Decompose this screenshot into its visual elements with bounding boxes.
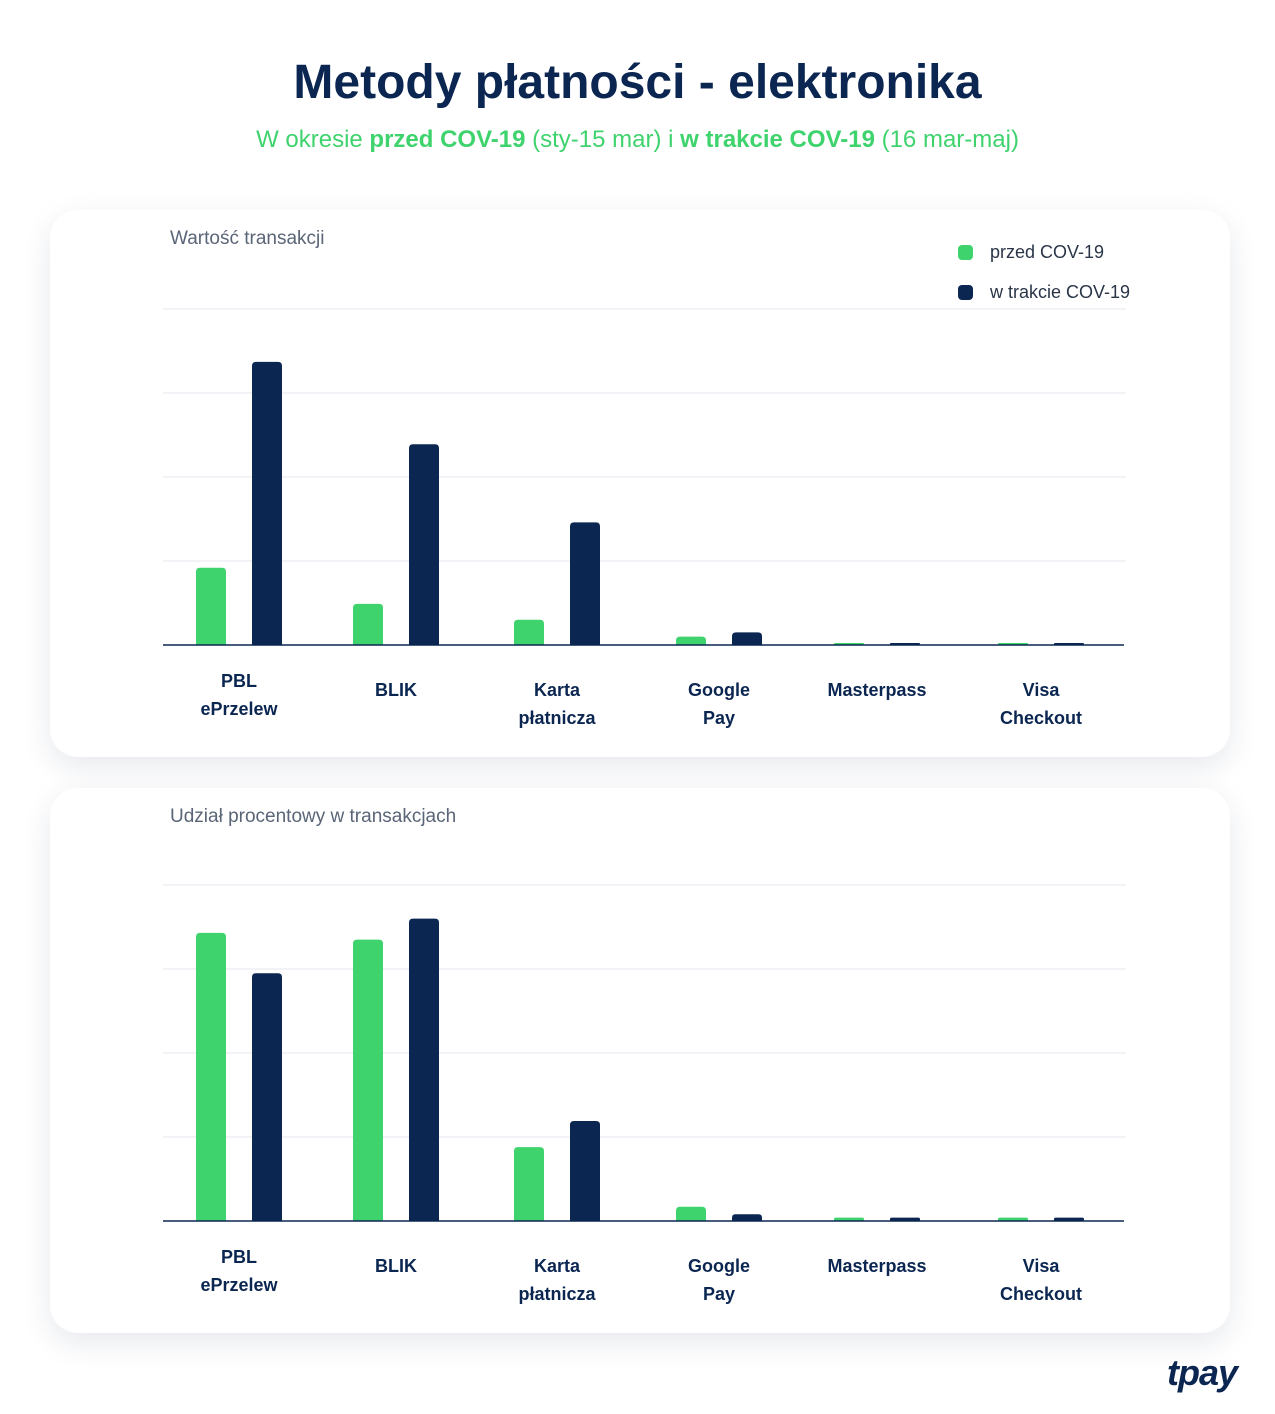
bar-during [570, 522, 600, 645]
chart-title: Wartość transakcji [170, 228, 325, 249]
x-tick-label: Checkout [1000, 1284, 1082, 1304]
legend-swatch [958, 244, 973, 260]
bar-during [1054, 1217, 1084, 1221]
bar-before [353, 939, 383, 1221]
x-tick-label: płatnicza [518, 1284, 596, 1304]
bar-before [514, 1147, 544, 1221]
chart-card-transaction-value: PBL ePrzelew BLIK Karta płatnicza Google Pay Ma… [50, 210, 1230, 757]
x-tick-label: ePrzelew [200, 699, 278, 719]
page-title: Metody płatności - elektronika [293, 56, 982, 109]
subtitle-during: w trakcie COV-19 [680, 126, 875, 153]
x-tick-label: Karta [534, 1256, 581, 1276]
bar-before [514, 619, 544, 645]
page-subtitle: W okresie przed COV-19 (sty-15 mar) i w … [0, 126, 1275, 154]
legend-label: przed COV-19 [990, 241, 1105, 262]
chart-card-percentage-share: PBL ePrzelew BLIK Karta płatnicza Google Pay Ma… [50, 788, 1230, 1333]
bar-before [196, 932, 226, 1221]
bar-during [252, 973, 282, 1221]
x-tick-label: Masterpass [827, 1256, 926, 1276]
bar-before [196, 567, 226, 645]
x-tick-label: BLIK [375, 680, 417, 700]
chart-title: Udział procentowy w transakcjach [170, 806, 457, 827]
bar-during [732, 632, 762, 645]
bar-before [676, 1206, 706, 1221]
legend-swatch [958, 284, 973, 300]
subtitle-text: W okresie [256, 126, 370, 153]
x-tick-label: PBL [221, 671, 257, 691]
bar-during [570, 1121, 600, 1221]
bar-chart-percentage-share: PBL ePrzelew BLIK Karta płatnicza Google Pay Ma… [163, 884, 1126, 1304]
bar-before [998, 1217, 1028, 1221]
legend-item-during: w trakcie COV-19 [958, 272, 1130, 312]
bar-during [890, 1217, 920, 1221]
tpay-logo: tpay [1167, 1352, 1238, 1393]
subtitle-before: przed COV-19 [369, 126, 526, 153]
x-tick-label: Google [688, 1256, 750, 1276]
x-tick-label: płatnicza [518, 708, 596, 728]
x-tick-label: Pay [703, 1284, 735, 1304]
bar-during [252, 361, 282, 645]
bar-before [353, 603, 383, 645]
x-tick-label: PBL [221, 1247, 257, 1267]
bar-before [834, 1217, 864, 1221]
bar-during [732, 1214, 762, 1221]
x-tick-label: Pay [703, 708, 735, 728]
x-tick-label: ePrzelew [200, 1275, 278, 1295]
bar-during [409, 918, 439, 1221]
x-tick-label: Masterpass [827, 680, 926, 700]
legend-label: w trakcie COV-19 [990, 281, 1131, 302]
x-tick-label: BLIK [375, 1256, 417, 1276]
x-tick-label: Visa [1023, 1256, 1061, 1276]
x-tick-label: Visa [1023, 680, 1061, 700]
legend-item-before: przed COV-19 [958, 232, 1130, 272]
subtitle-text: (16 mar-maj) [874, 126, 1019, 153]
x-tick-label: Karta [534, 680, 581, 700]
bar-chart-transaction-value: PBL ePrzelew BLIK Karta płatnicza Google Pay Ma… [163, 308, 1126, 728]
x-tick-label: Google [688, 680, 750, 700]
bar-during [409, 444, 439, 645]
legend: przed COV-19 w trakcie COV-19 [958, 232, 1130, 312]
subtitle-text: (sty-15 mar) i [525, 126, 681, 153]
bar-before [676, 636, 706, 645]
x-tick-label: Checkout [1000, 708, 1082, 728]
